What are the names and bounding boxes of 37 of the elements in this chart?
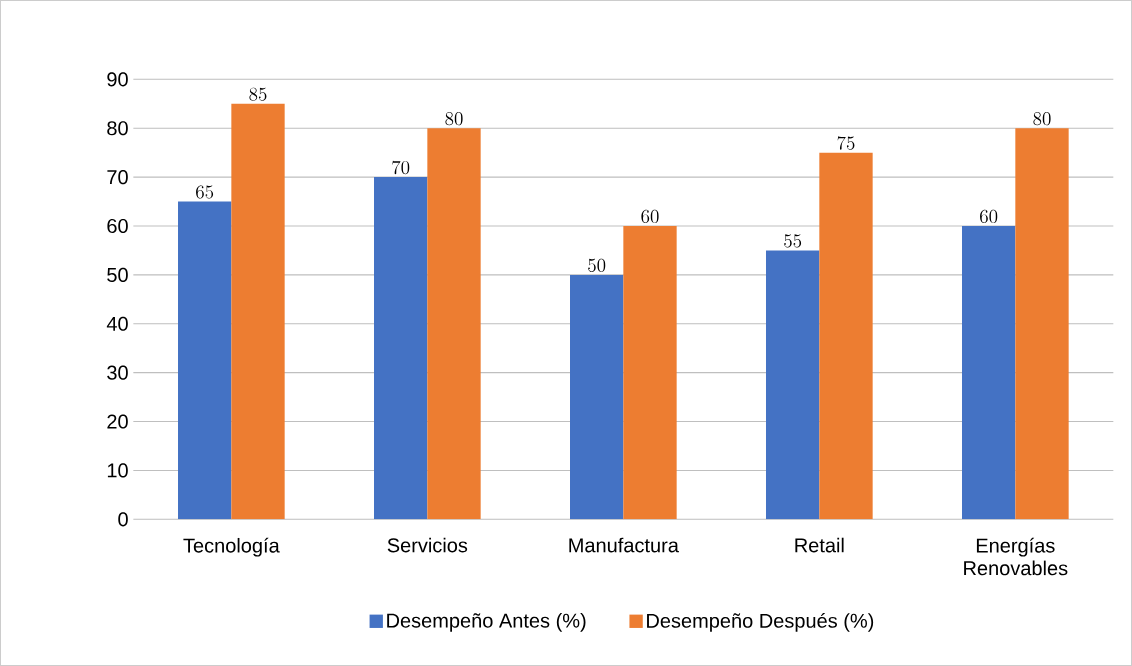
y-tick-label: 0 <box>118 512 128 527</box>
y-tick-label: 10 <box>107 463 128 478</box>
bar <box>766 250 820 520</box>
x-tick-label: Tecnología <box>183 537 280 557</box>
bar <box>374 177 428 520</box>
y-tick-label: 30 <box>107 365 128 380</box>
bar <box>178 201 232 520</box>
y-tick-label: 70 <box>107 170 128 185</box>
x-tick-label: Retail <box>795 537 844 553</box>
bar <box>962 226 1016 520</box>
y-tick-label: 40 <box>106 316 128 331</box>
x-tick-label: Servicios <box>387 537 468 553</box>
data-label: 65 <box>196 185 214 199</box>
y-tick-label: 50 <box>107 267 128 282</box>
data-label: 50 <box>588 258 606 272</box>
bar <box>623 226 677 520</box>
data-label: 70 <box>392 160 410 175</box>
x-tick-label: Manufactura <box>569 537 679 553</box>
legend-label: Desempeño Antes (%) <box>387 613 586 632</box>
y-tick-label: 80 <box>107 121 128 136</box>
bar <box>819 152 873 520</box>
bar <box>231 103 285 520</box>
data-label: 80 <box>1033 112 1051 126</box>
data-label: 80 <box>445 112 463 126</box>
data-label: 60 <box>980 209 998 224</box>
data-label: 75 <box>837 136 855 150</box>
x-tick-label: Energías Renovables <box>964 537 1068 576</box>
data-label: 60 <box>641 209 659 224</box>
bar <box>427 128 481 520</box>
y-tick-label: 60 <box>107 218 128 234</box>
y-tick-label: 20 <box>107 414 128 429</box>
legend-label: Desempeño Después (%) <box>647 612 874 632</box>
data-label: 85 <box>249 87 267 101</box>
y-tick-label: 90 <box>107 72 128 87</box>
bar <box>1015 128 1069 520</box>
bar <box>570 274 624 520</box>
data-label: 55 <box>784 234 802 248</box>
